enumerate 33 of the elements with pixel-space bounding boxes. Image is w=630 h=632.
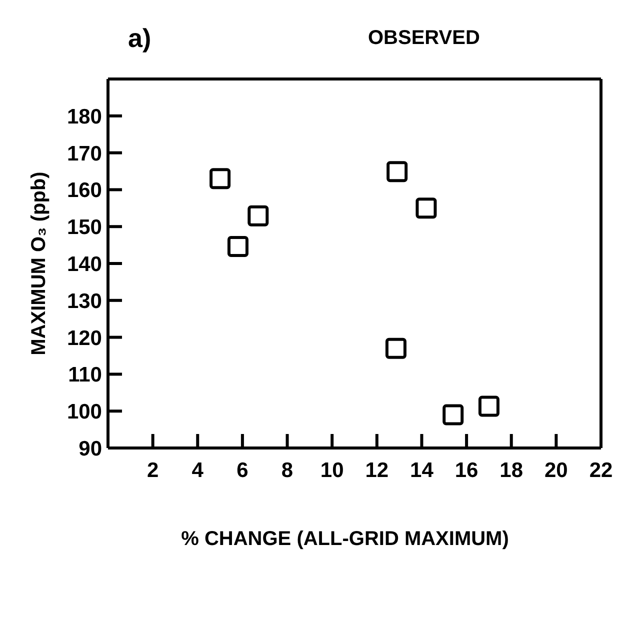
point <box>385 338 406 359</box>
point <box>442 404 464 426</box>
x-tick-label: 18 <box>500 458 524 482</box>
x-tick-label: 22 <box>589 458 613 482</box>
point <box>248 205 269 226</box>
y-tick-label: 150 <box>66 216 102 240</box>
y-tick-label: 130 <box>66 290 102 313</box>
y-tick-label: 90 <box>78 437 102 460</box>
x-tick-label: 6 <box>236 458 248 482</box>
x-tick-label: 12 <box>365 458 389 482</box>
x-tick-label: 8 <box>281 458 294 482</box>
point <box>386 161 408 182</box>
x-tick-label: 20 <box>544 458 568 482</box>
y-tick-label: 100 <box>66 400 102 424</box>
y-tick-label: 120 <box>66 326 102 350</box>
x-axis-title: % CHANGE (ALL-GRID MAXIMUM) <box>180 528 510 551</box>
x-tick-label: 4 <box>192 458 204 482</box>
x-tick-label: 2 <box>146 458 159 482</box>
y-axis-title: MAXIMUM O₃ (ppb) <box>28 172 50 356</box>
y-tick-label: 160 <box>66 179 102 202</box>
point <box>210 168 231 190</box>
x-tick-label: 14 <box>410 458 434 482</box>
text: a) <box>127 22 152 54</box>
y-tick-label: 180 <box>66 105 102 128</box>
y-tick-label: 140 <box>66 252 102 276</box>
point <box>416 198 437 219</box>
point <box>227 236 248 258</box>
y-tick-label: 170 <box>66 142 102 166</box>
x-tick-label: 16 <box>454 458 478 482</box>
y-tick-label: 110 <box>68 364 102 387</box>
x-tick-label: 10 <box>320 458 344 482</box>
chart-title: OBSERVED <box>367 26 480 50</box>
point <box>478 396 500 417</box>
